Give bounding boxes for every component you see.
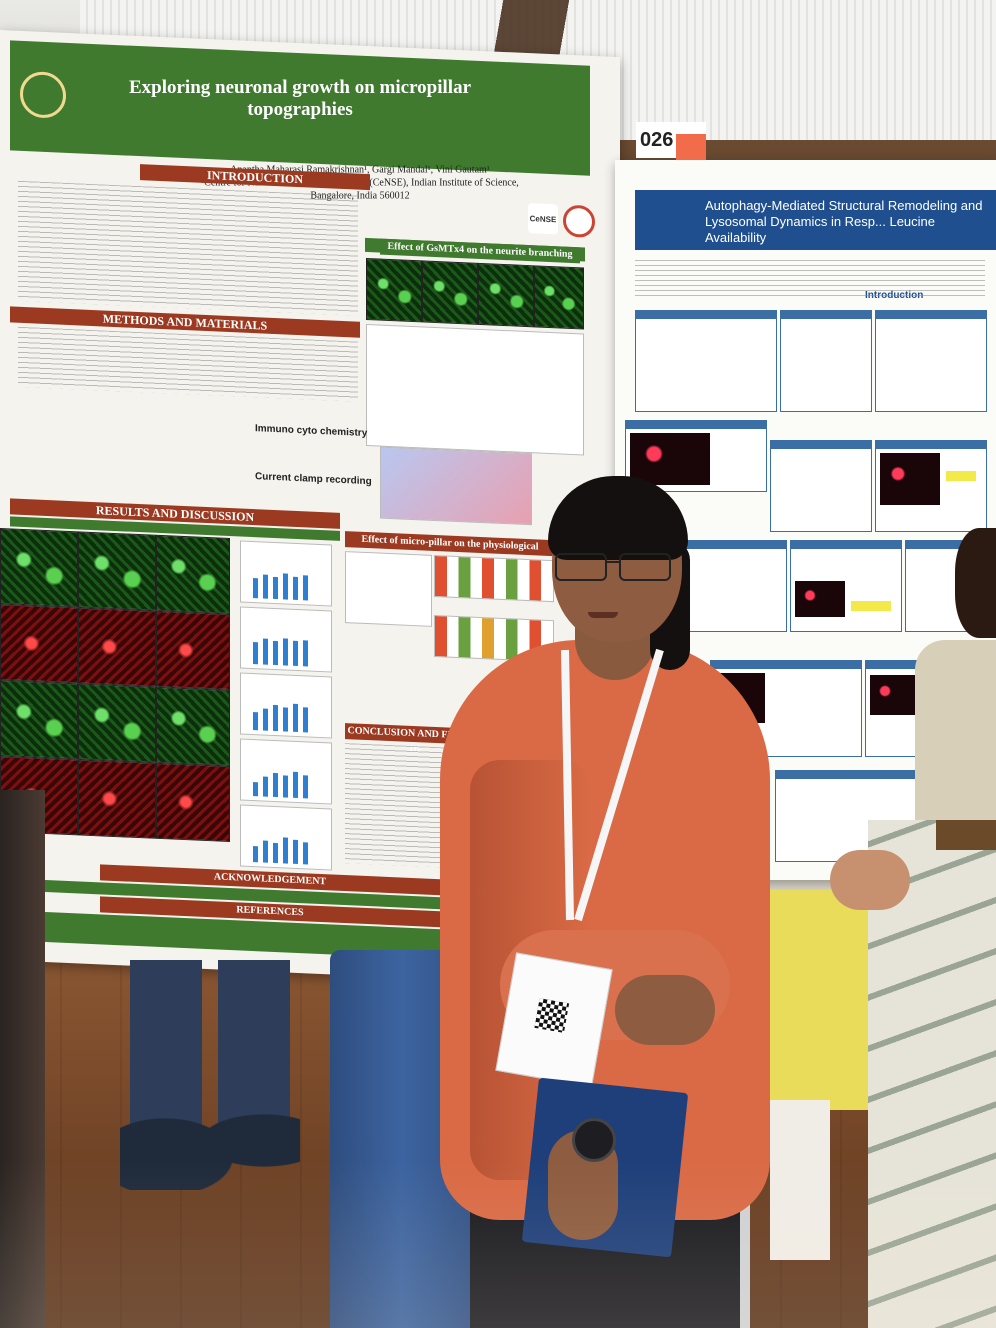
intro-text — [18, 180, 358, 316]
micrograph-row2-a — [0, 604, 78, 684]
left-edge-person — [0, 790, 45, 1328]
pr-box-6 — [875, 440, 987, 532]
bar-plot-4 — [240, 738, 332, 805]
badge-qr-code — [534, 998, 570, 1033]
bar-plot-5 — [240, 804, 332, 871]
lab-logo — [563, 204, 595, 238]
micrograph-row1-b — [78, 531, 156, 611]
bar-plot-3 — [240, 672, 332, 739]
orange-tag — [676, 134, 706, 160]
micrograph-row4-c — [156, 762, 230, 843]
right-person-belt — [936, 820, 996, 850]
main-person-glasses — [555, 553, 671, 581]
micrograph-green-3 — [478, 262, 534, 328]
pr-box-4 — [625, 420, 767, 492]
pr-box-3 — [875, 310, 987, 412]
micrograph-row1-a — [0, 528, 78, 608]
bar-plot-physio-1 — [434, 554, 554, 603]
micrograph-row1-c — [156, 534, 230, 615]
main-person-mouth — [588, 612, 618, 618]
micrograph-row2-b — [78, 607, 156, 687]
trace-plot — [345, 551, 432, 627]
label-current-clamp: Current clamp recording — [255, 471, 372, 488]
lanyard — [561, 648, 664, 922]
background-person-shoes — [120, 1080, 300, 1190]
micrograph-row3-a — [0, 680, 78, 760]
floor-light — [0, 1160, 996, 1328]
micrograph-green-1 — [366, 257, 422, 323]
poster-right: Autophagy-Mediated Structural Remodeling… — [615, 160, 996, 880]
micrograph-green-4 — [534, 265, 584, 330]
pr-box-2 — [780, 310, 872, 412]
methods-text — [18, 326, 358, 402]
poster-left-title: Exploring neuronal growth on micropillar… — [128, 77, 472, 121]
wristwatch — [572, 1118, 616, 1162]
conclusion-text — [345, 743, 455, 868]
right-person-head — [955, 528, 996, 638]
bar-plot-2 — [240, 606, 332, 673]
surface-plots — [380, 446, 532, 526]
main-person-hand — [615, 975, 715, 1045]
poster-right-abstract — [635, 260, 985, 296]
name-badge — [495, 952, 613, 1088]
bar-plot-1 — [240, 540, 332, 607]
micrograph-row4-b — [78, 759, 156, 839]
pr-box-8 — [790, 540, 902, 632]
violin-plots — [366, 323, 584, 456]
micrograph-row3-b — [78, 683, 156, 763]
poster-right-header — [635, 190, 996, 250]
background-person-white-legs — [770, 1100, 830, 1260]
right-person-top — [915, 640, 996, 840]
cense-logo: CeNSE — [528, 203, 558, 235]
micrograph-green-2 — [422, 260, 478, 325]
pr-box-5 — [770, 440, 872, 532]
right-person-arm — [830, 850, 910, 910]
poster-right-title: Autophagy-Mediated Structural Remodeling… — [705, 198, 983, 245]
micrograph-row2-c — [156, 610, 230, 691]
micrograph-row3-c — [156, 686, 230, 767]
label-immuno: Immuno cyto chemistry — [255, 423, 368, 440]
pr-box-1 — [635, 310, 777, 412]
methods-diagram — [30, 391, 230, 511]
